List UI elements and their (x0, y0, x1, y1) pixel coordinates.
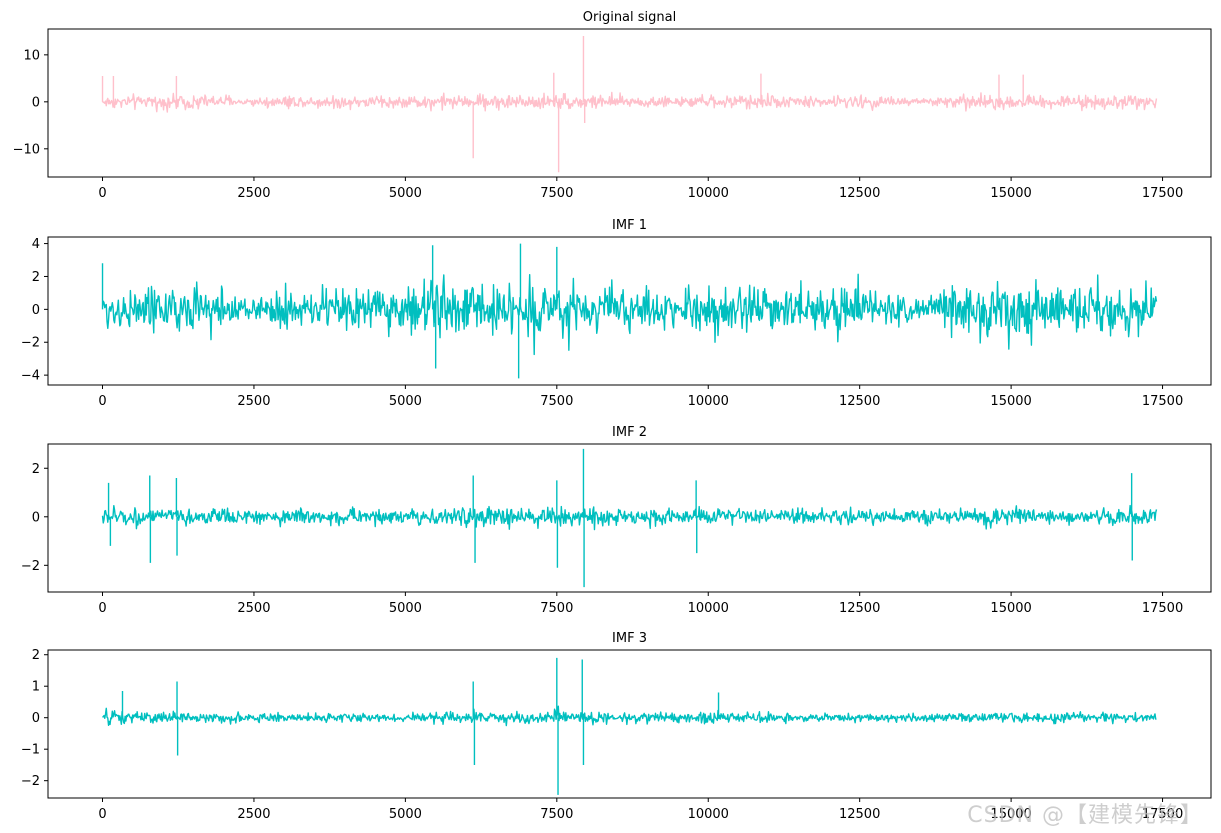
x-tick-label: 5000 (389, 186, 422, 201)
panel-title: IMF 2 (612, 425, 647, 440)
series-line (102, 657, 1157, 795)
x-tick-label: 12500 (839, 394, 880, 409)
y-tick-label: 2 (32, 648, 40, 663)
x-tick-label: 12500 (839, 186, 880, 201)
y-tick-label: 2 (32, 462, 40, 477)
x-tick-label: 10000 (688, 186, 729, 201)
y-tick-label: −2 (21, 336, 40, 351)
panel-title: IMF 1 (612, 218, 647, 233)
panel-4: IMF 3 0 2500 5000 7500 10000 12500 15000 17500 2 1… (21, 631, 1212, 822)
x-tick-label: 7500 (540, 186, 573, 201)
y-tick-label: 0 (32, 711, 40, 726)
x-tick-label: 0 (98, 394, 106, 409)
series-line (101, 36, 1158, 173)
axes-frame (47, 443, 1212, 593)
x-tick-label: 10000 (688, 394, 729, 409)
x-tick-label: 15000 (990, 807, 1031, 822)
x-tick-label: 0 (98, 807, 106, 822)
x-tick-label: 15000 (990, 186, 1031, 201)
x-tick-label: 17500 (1142, 394, 1183, 409)
y-tick-label: 0 (32, 303, 40, 318)
x-tick-label: 7500 (540, 394, 573, 409)
x-tick-label: 7500 (540, 807, 573, 822)
y-tick-label: −1 (21, 743, 40, 758)
y-tick-label: −10 (13, 142, 40, 157)
y-tick-label: −2 (21, 559, 40, 574)
x-tick-label: 2500 (237, 186, 270, 201)
y-tick-label: 0 (32, 95, 40, 110)
x-tick-label: 5000 (389, 394, 422, 409)
x-tick-label: 2500 (237, 601, 270, 616)
x-tick-label: 15000 (990, 394, 1031, 409)
x-tick-label: 0 (98, 186, 106, 201)
x-tick-label: 12500 (839, 601, 880, 616)
x-tick-label: 10000 (688, 601, 729, 616)
panel-title: Original signal (583, 10, 676, 25)
y-tick-label: 0 (32, 510, 40, 525)
axes-frame (47, 649, 1212, 799)
x-tick-label: 7500 (540, 601, 573, 616)
y-tick-label: 2 (32, 270, 40, 285)
x-tick-label: 0 (98, 601, 106, 616)
x-tick-label: 17500 (1142, 807, 1183, 822)
axes-frame (47, 236, 1212, 386)
series-line (101, 448, 1158, 588)
y-tick-label: 4 (32, 237, 40, 252)
x-tick-label: 5000 (389, 807, 422, 822)
x-tick-label: 2500 (237, 394, 270, 409)
panel-1: Original signal 0 2500 5000 7500 10000 12500 15… (13, 10, 1212, 201)
axes-frame (47, 28, 1212, 178)
y-tick-label: 10 (23, 48, 40, 63)
y-tick-label: 1 (32, 680, 40, 695)
y-tick-label: −4 (21, 369, 40, 384)
panel-2: IMF 1 0 2500 5000 7500 10000 12500 15000 17500 4 2… (21, 218, 1212, 409)
y-tick-label: −2 (21, 774, 40, 789)
series-line (101, 243, 1158, 379)
x-tick-label: 12500 (839, 807, 880, 822)
panel-title: IMF 3 (612, 631, 647, 646)
x-tick-label: 15000 (990, 601, 1031, 616)
x-tick-label: 5000 (389, 601, 422, 616)
x-tick-label: 17500 (1142, 186, 1183, 201)
x-tick-label: 2500 (237, 807, 270, 822)
watermark: CSDN @【建模先锋】 (967, 803, 1203, 828)
x-tick-label: 10000 (688, 807, 729, 822)
panel-3: IMF 2 0 2500 5000 7500 10000 12500 15000 17500 2 0… (21, 425, 1212, 616)
x-tick-label: 17500 (1142, 601, 1183, 616)
